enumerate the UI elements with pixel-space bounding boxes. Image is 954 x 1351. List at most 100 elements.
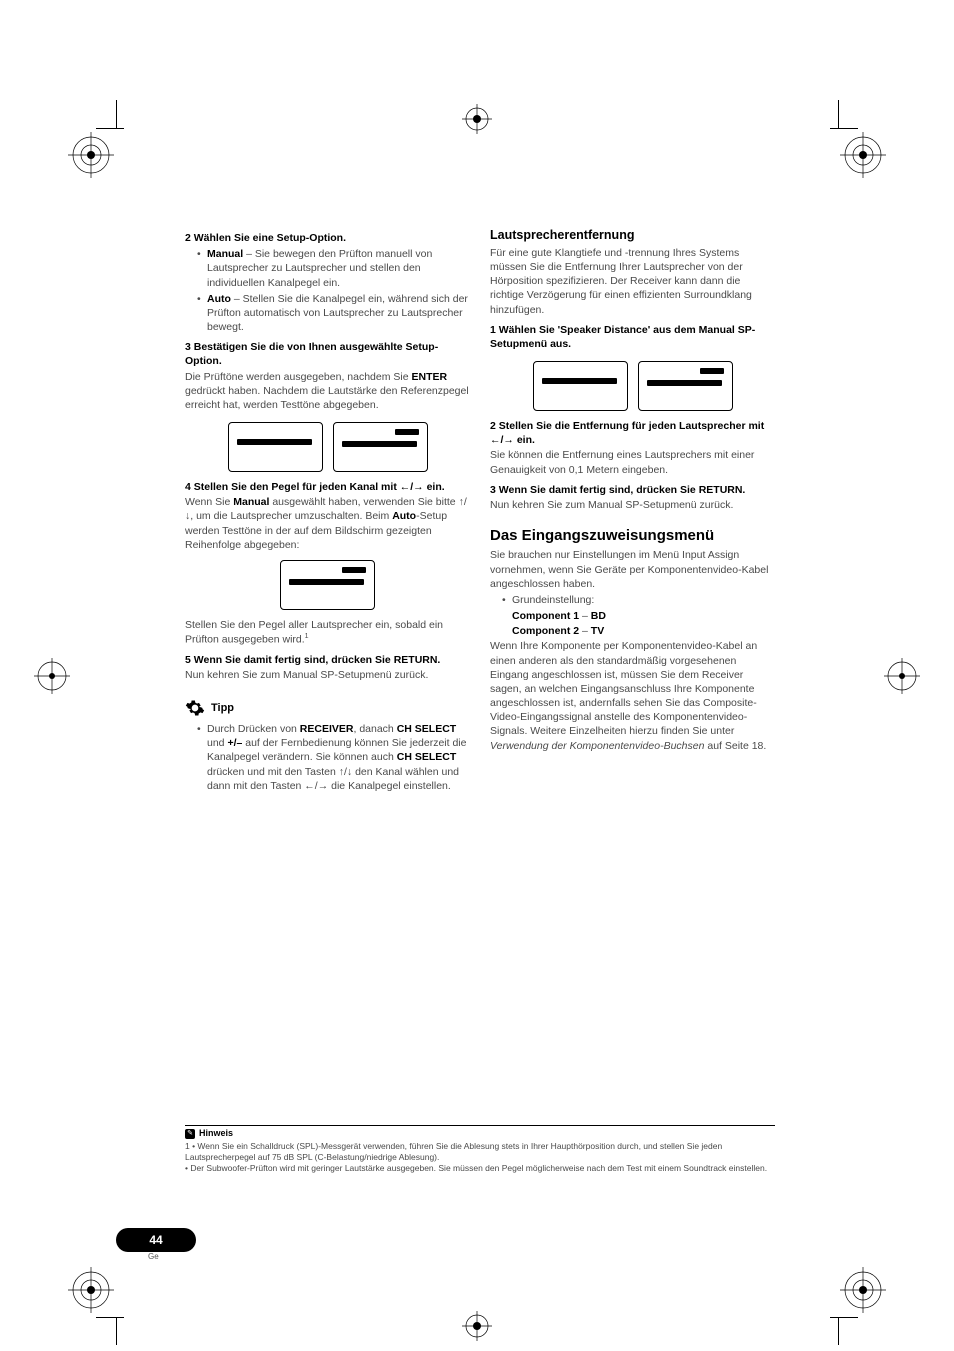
registration-mark-br bbox=[840, 1267, 886, 1313]
lcd-display-pair-1 bbox=[185, 422, 470, 472]
s4-manual: Manual bbox=[233, 496, 269, 508]
component-1: Component 1 – BD bbox=[512, 609, 775, 623]
tail-b: auf Seite 18. bbox=[704, 740, 766, 752]
registration-mark-bl bbox=[68, 1267, 114, 1313]
s4b: ausgewählt haben, verwenden Sie bitte bbox=[269, 496, 458, 508]
tip-e: drücken und mit den Tasten bbox=[207, 766, 339, 778]
lcd-display-single bbox=[185, 560, 470, 610]
speaker-distance-body: Für eine gute Klangtiefe und -trennung I… bbox=[490, 246, 775, 317]
c1v: BD bbox=[591, 610, 606, 622]
component-2: Component 2 – TV bbox=[512, 624, 775, 638]
tip-plusminus: +/– bbox=[227, 737, 242, 749]
r2pre: 2 Stellen Sie die Entfernung für jeden L… bbox=[490, 420, 764, 432]
tip-receiver: RECEIVER bbox=[300, 723, 354, 735]
leftright-arrows-icon: ←/→ bbox=[490, 434, 514, 446]
speaker-distance-heading: Lautsprecherentfernung bbox=[490, 227, 775, 244]
page-content: 2 Wählen Sie eine Setup-Option. Manual –… bbox=[185, 225, 775, 795]
input-assign-heading: Das Eingangszuweisungsmenü bbox=[490, 526, 775, 546]
tip-c: und bbox=[207, 737, 227, 749]
c1: Component 1 bbox=[512, 610, 579, 622]
input-assign-tail: Wenn Ihre Komponente per Komponentenvide… bbox=[490, 639, 775, 752]
crop-mark-tr bbox=[798, 108, 838, 148]
step-3-text-b: gedrückt haben. Nachdem die Lautstärke d… bbox=[185, 385, 469, 411]
lcd-1b bbox=[333, 422, 428, 472]
r-step-2: 2 Stellen Sie die Entfernung für jeden L… bbox=[490, 419, 775, 447]
crop-mark-tl bbox=[116, 108, 156, 148]
step-2-title: 2 Wählen Sie eine Setup-Option. bbox=[185, 231, 470, 245]
step-5-body: Nun kehren Sie zum Manual SP-Setupmenü z… bbox=[185, 668, 470, 682]
page-number-badge: 44 bbox=[116, 1228, 196, 1252]
footnote-ref-1: 1 bbox=[305, 633, 309, 640]
r2post: ein. bbox=[514, 434, 535, 446]
option-auto-text: – Stellen Sie die Kanalpegel ein, währen… bbox=[207, 293, 468, 333]
tip-g: die Kanalpegel einstellen. bbox=[328, 780, 451, 792]
r-step-3-body: Nun kehren Sie zum Manual SP-Setupmenü z… bbox=[490, 498, 775, 512]
crop-mark-br bbox=[798, 1297, 838, 1337]
footnote-line-2: • Der Subwoofer-Prüfton wird mit geringe… bbox=[185, 1163, 775, 1174]
option-auto-label: Auto bbox=[207, 293, 231, 305]
lcd-display-pair-2 bbox=[490, 361, 775, 411]
c1d: – bbox=[579, 610, 591, 622]
footnote-block: ✎ Hinweis 1 • Wenn Sie ein Schalldruck (… bbox=[185, 1125, 775, 1174]
left-column: 2 Wählen Sie eine Setup-Option. Manual –… bbox=[185, 225, 470, 795]
step-3-body: Die Prüftöne werden ausgegeben, nachdem … bbox=[185, 370, 470, 413]
leftright-arrows-icon: ←/→ bbox=[400, 481, 424, 493]
input-assign-body: Sie brauchen nur Einstellungen im Menü I… bbox=[490, 548, 775, 591]
after-lcd-span: Stellen Sie den Pegel aller Lautsprecher… bbox=[185, 619, 443, 646]
updown-arrows-icon: ↑/↓ bbox=[339, 766, 352, 778]
page-language: Ge bbox=[148, 1252, 159, 1261]
tail-i: Verwendung der Komponentenvideo-Buchsen bbox=[490, 740, 704, 752]
c2: Component 2 bbox=[512, 625, 579, 637]
s4c: , um die Lautsprecher umzuschalten. Beim bbox=[190, 510, 392, 522]
tip-header: Tipp bbox=[185, 698, 470, 718]
lcd-1a bbox=[228, 422, 323, 472]
tip-a: Durch Drücken von bbox=[207, 723, 300, 735]
default-list: Grundeinstellung: bbox=[490, 593, 775, 607]
c2v: TV bbox=[591, 625, 604, 637]
step-5-title: 5 Wenn Sie damit fertig sind, drücken Si… bbox=[185, 653, 470, 667]
side-registration-left bbox=[34, 658, 70, 694]
option-auto: Auto – Stellen Sie die Kanalpegel ein, w… bbox=[197, 292, 470, 335]
side-registration-right bbox=[884, 658, 920, 694]
component-defaults: Component 1 – BD Component 2 – TV bbox=[490, 609, 775, 638]
tip-item: Durch Drücken von RECEIVER, danach CH SE… bbox=[197, 722, 470, 793]
page-number: 44 bbox=[149, 1233, 162, 1247]
tip-b: , danach bbox=[353, 723, 396, 735]
registration-mark-tr bbox=[840, 132, 886, 178]
option-manual-label: Manual bbox=[207, 248, 243, 260]
tip-chselect: CH SELECT bbox=[397, 723, 457, 735]
fold-mark-bottom bbox=[462, 1311, 492, 1341]
c2d: – bbox=[579, 625, 591, 637]
step-3-text-a: Die Prüftöne werden ausgegeben, nachdem … bbox=[185, 371, 411, 383]
fold-mark-top bbox=[462, 104, 492, 134]
right-column: Lautsprecherentfernung Für eine gute Kla… bbox=[490, 225, 775, 795]
lcd-2 bbox=[280, 560, 375, 610]
registration-mark-tl bbox=[68, 132, 114, 178]
default-setting: Grundeinstellung: bbox=[502, 593, 775, 607]
step-3-title: 3 Bestätigen Sie die von Ihnen ausgewähl… bbox=[185, 340, 470, 368]
footnote-line-1: 1 • Wenn Sie ein Schalldruck (SPL)-Messg… bbox=[185, 1141, 775, 1163]
footnote-header: ✎ Hinweis bbox=[185, 1128, 775, 1140]
step-4-pre: 4 Stellen Sie den Pegel für jeden Kanal … bbox=[185, 481, 400, 493]
r-step-2-body: Sie können die Entfernung eines Lautspre… bbox=[490, 448, 775, 476]
tip-list: Durch Drücken von RECEIVER, danach CH SE… bbox=[185, 722, 470, 793]
option-manual: Manual – Sie bewegen den Prüfton manuell… bbox=[197, 247, 470, 290]
tip-chselect2: CH SELECT bbox=[397, 751, 457, 763]
r-step-3: 3 Wenn Sie damit fertig sind, drücken Si… bbox=[490, 483, 775, 497]
s4-auto: Auto bbox=[392, 510, 416, 522]
step-4-post: ein. bbox=[424, 481, 445, 493]
step-4-body: Wenn Sie Manual ausgewählt haben, verwen… bbox=[185, 495, 470, 552]
leftright-arrows-icon: ←/→ bbox=[304, 780, 328, 792]
gear-icon bbox=[185, 698, 205, 718]
tail-a: Wenn Ihre Komponente per Komponentenvide… bbox=[490, 640, 757, 737]
lcd-3a bbox=[533, 361, 628, 411]
crop-mark-bl bbox=[116, 1297, 156, 1337]
step-4-title: 4 Stellen Sie den Pegel für jeden Kanal … bbox=[185, 480, 470, 494]
lcd-3b bbox=[638, 361, 733, 411]
enter-key: ENTER bbox=[411, 371, 447, 383]
tip-label: Tipp bbox=[211, 701, 234, 716]
r-step-1: 1 Wählen Sie 'Speaker Distance' aus dem … bbox=[490, 323, 775, 351]
footnote-label: Hinweis bbox=[199, 1128, 233, 1140]
after-lcd-text: Stellen Sie den Pegel aller Lautsprecher… bbox=[185, 618, 470, 647]
s4a: Wenn Sie bbox=[185, 496, 233, 508]
